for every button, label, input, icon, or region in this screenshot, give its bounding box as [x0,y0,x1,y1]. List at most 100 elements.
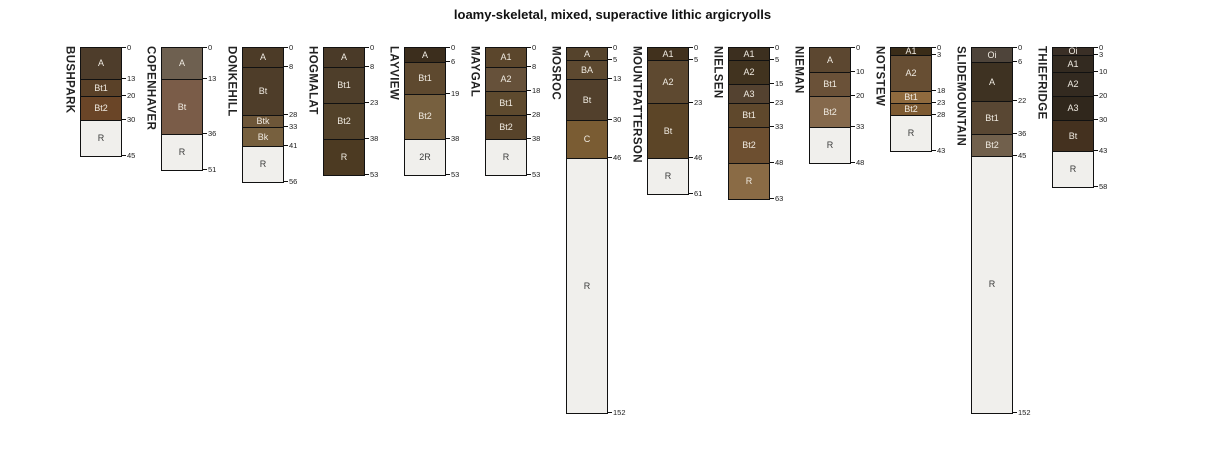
depth-tick [202,78,207,79]
horizon-label: Bt2 [742,140,756,151]
profile-name-label: MOSROC [549,46,562,101]
horizon-bt2: Bt2 [405,93,445,140]
horizon-bk: Bk [243,127,283,147]
depth-tick [607,78,612,79]
horizon-label: R [907,128,915,139]
depth-label: 0 [856,43,861,52]
depth-label: 0 [937,43,942,52]
horizon-r: R [1053,151,1093,188]
horizon-bt1: Bt1 [729,103,769,128]
depth-tick [1093,119,1098,120]
depth-label: 6 [451,57,456,66]
depth-label: 30 [613,115,622,124]
horizon-label: A [259,52,266,63]
depth-label: 20 [1099,91,1108,100]
profile-name-label: HOGMALAT [306,46,319,115]
horizon-label: A1 [662,48,674,59]
profile-name-label: MAYGAL [468,46,481,98]
horizon-bt: Bt [567,79,607,120]
depth-label: 53 [451,170,460,179]
horizon-bt2: Bt2 [729,127,769,164]
depth-label: 0 [1099,43,1104,52]
horizon-label: R [664,171,672,182]
depth-label: 28 [532,110,541,119]
horizon-label: A3 [743,88,755,99]
horizon-ba: BA [567,60,607,80]
depth-tick [1093,95,1098,96]
horizon-r: R [243,146,283,183]
depth-tick [769,59,774,60]
depth-label: 0 [289,43,294,52]
depth-tick [850,162,855,163]
horizon-label: C [583,134,591,145]
depth-tick [850,71,855,72]
horizon-label: Bt [258,86,268,97]
horizon-bt1: Bt1 [810,72,850,96]
depth-tick [1093,54,1098,55]
depth-tick [769,47,774,48]
horizon-label: Bt1 [499,98,513,109]
depth-tick [1012,47,1017,48]
depth-label: 10 [1099,67,1108,76]
horizon-label: R [178,147,186,158]
depth-tick [364,47,369,48]
depth-label: 53 [532,170,541,179]
horizon-label: A3 [1067,102,1079,113]
depth-tick [1012,100,1017,101]
horizon-label: A1 [743,48,755,59]
horizon-label: Bt2 [499,122,513,133]
profile-name-label: THIEFRIDGE [1035,46,1048,120]
horizon-bt: Bt [162,79,202,135]
depth-tick [445,93,450,94]
depth-tick [283,66,288,67]
depth-label: 38 [451,134,460,143]
horizon-bt: Bt [648,103,688,159]
horizon-label: Bt [177,101,187,112]
depth-tick [202,169,207,170]
horizon-a: A [567,48,607,60]
profile-name-label: NOTSTEW [873,46,886,107]
horizon-label: A2 [743,67,755,77]
depth-tick [1012,412,1017,413]
horizon-bt1: Bt1 [324,67,364,104]
depth-tick [769,126,774,127]
horizon-label: A2 [1067,78,1079,89]
horizon-c: C [567,119,607,159]
depth-tick [688,102,693,103]
horizon-label: A1 [1067,58,1079,69]
depth-label: 51 [208,165,217,174]
profile-box: A1 A2 A3 Bt1 Bt2 R [728,47,770,200]
horizon-label: Bt2 [985,140,999,151]
horizon-label: Bt1 [337,80,351,91]
horizon-label: 2R [419,152,431,163]
horizon-label: Bt [663,125,673,136]
depth-label: 152 [613,408,626,417]
horizon-label: A1 [500,52,512,63]
horizon-a: A [972,62,1012,101]
depth-tick [607,157,612,158]
horizon-r: R [486,139,526,176]
horizon-bt1: Bt1 [81,79,121,96]
depth-label: 0 [451,43,456,52]
horizon-a2: A2 [891,55,931,92]
horizon-bt2: Bt2 [324,103,364,140]
depth-label: 13 [127,74,136,83]
horizon-label: R [340,152,348,163]
depth-tick [931,150,936,151]
horizon-label: Bt1 [823,79,837,89]
depth-label: 13 [208,74,217,83]
horizon-label: A [826,54,833,65]
depth-label: 0 [532,43,537,52]
horizon-label: A2 [500,74,512,85]
depth-label: 33 [775,122,784,131]
depth-tick [121,155,126,156]
depth-tick [1093,47,1098,48]
depth-tick [1093,150,1098,151]
depth-label: 36 [1018,129,1027,138]
depth-label: 58 [1099,182,1108,191]
horizon-label: Bt1 [985,112,999,123]
depth-tick [526,90,531,91]
horizon-r: R [324,139,364,176]
horizon-label: Bt2 [94,102,108,113]
depth-tick [283,181,288,182]
